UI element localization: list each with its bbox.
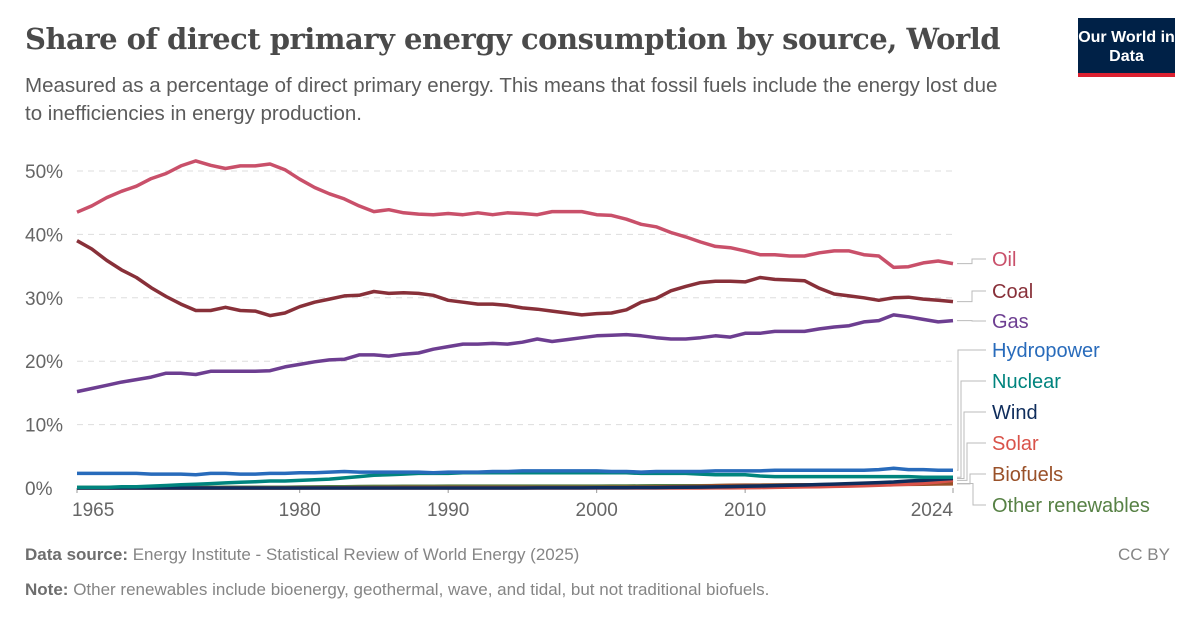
y-tick-label: 10%: [25, 416, 63, 437]
y-tick-label: 50%: [25, 162, 63, 183]
series-line-hydropower: [77, 466, 953, 477]
source-text[interactable]: Energy Institute - Statistical Review of…: [132, 545, 580, 564]
note: Note: Other renewables include bioenergy…: [25, 580, 769, 600]
label-connector: [957, 290, 986, 303]
chart-subtitle: Measured as a percentage of direct prima…: [25, 74, 998, 125]
series-label-wind: Wind: [992, 402, 1038, 424]
label-connector: [957, 483, 986, 506]
series-label-oil: Oil: [992, 249, 1016, 271]
y-tick-label: 40%: [25, 225, 63, 246]
y-tick-label: 0%: [25, 479, 53, 500]
note-label: Note:: [25, 580, 69, 599]
series-line-wind: [77, 476, 954, 490]
logo-bar: [1078, 73, 1175, 77]
data-source: Data source: Energy Institute - Statisti…: [25, 545, 579, 565]
label-connector: [957, 380, 986, 478]
series-label-nuclear: Nuclear: [992, 371, 1061, 393]
y-tick-label: 20%: [25, 352, 63, 373]
source-label: Data source:: [25, 545, 128, 564]
logo-text: Our World in Data: [1078, 29, 1175, 65]
x-tick-label: 1965: [72, 500, 114, 521]
series-label-biofuels: Biofuels: [992, 464, 1063, 486]
x-tick-label: 2000: [576, 500, 618, 521]
series-label-hydropower: Hydropower: [992, 340, 1100, 362]
x-tick-label: 1990: [427, 500, 469, 521]
label-connector: [957, 411, 986, 479]
series-label-other-renewables: Other renewables: [992, 495, 1150, 517]
label-connector: [957, 258, 986, 265]
y-tick-label: 30%: [25, 289, 63, 310]
series-line-gas: [76, 313, 954, 394]
chart-title: Share of direct primary energy consumpti…: [25, 22, 1001, 56]
x-tick-label: 1980: [279, 500, 321, 521]
x-tick-label: 2024: [911, 500, 954, 521]
series-line-coal: [76, 239, 954, 318]
series-label-solar: Solar: [992, 433, 1039, 455]
owid-logo[interactable]: Our World in Data: [1078, 18, 1175, 77]
series-label-coal: Coal: [992, 281, 1033, 303]
label-connector: [957, 349, 986, 471]
series-label-gas: Gas: [992, 311, 1029, 333]
series-line-oil: [76, 159, 954, 270]
label-connector: [957, 442, 986, 481]
note-text: Other renewables include bioenergy, geot…: [73, 580, 770, 599]
license[interactable]: CC BY: [1118, 545, 1170, 564]
x-tick-label: 2010: [724, 500, 766, 521]
